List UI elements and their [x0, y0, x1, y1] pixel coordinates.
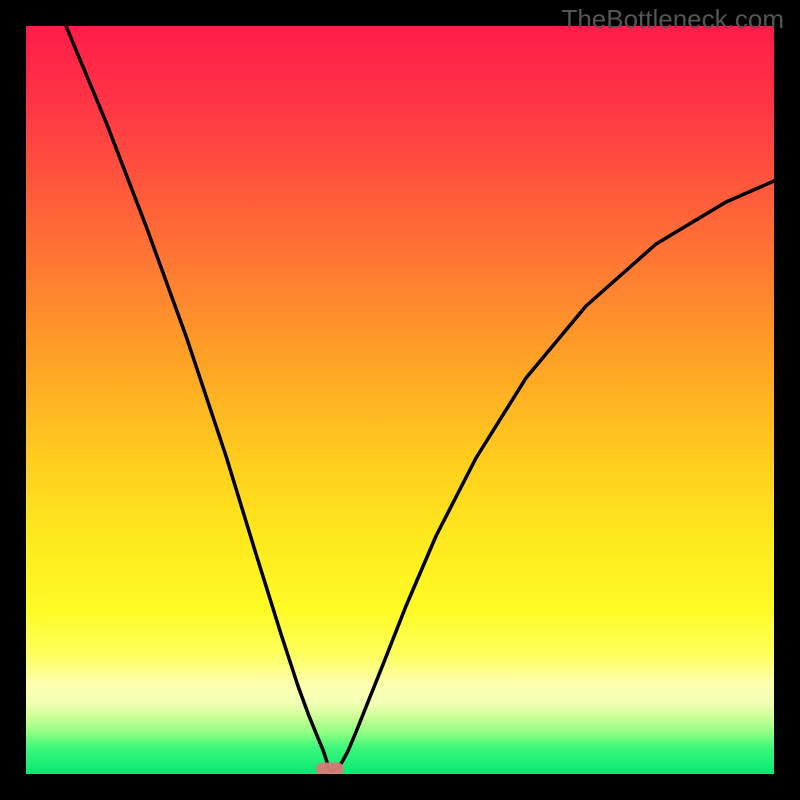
gradient-background: [26, 26, 774, 774]
plot-area: [26, 26, 774, 774]
watermark-text: TheBottleneck.com: [561, 4, 784, 35]
plot-svg: [26, 26, 774, 774]
chart-container: TheBottleneck.com: [0, 0, 800, 800]
optimum-marker: [316, 763, 344, 775]
